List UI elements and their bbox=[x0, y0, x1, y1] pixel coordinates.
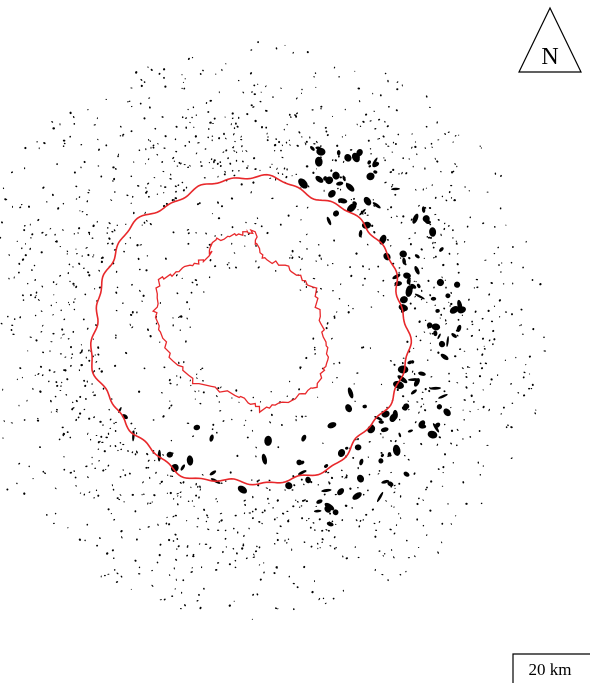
scale-label: 20 km bbox=[529, 660, 572, 679]
map: N 20 km bbox=[0, 0, 590, 683]
detection bbox=[402, 157, 404, 159]
detection bbox=[305, 416, 307, 417]
detection bbox=[483, 465, 484, 467]
detection bbox=[205, 544, 208, 545]
detection bbox=[60, 353, 62, 354]
detection bbox=[217, 530, 219, 531]
detection bbox=[147, 255, 148, 256]
background bbox=[0, 0, 590, 683]
detection bbox=[235, 123, 237, 125]
detection bbox=[355, 444, 362, 450]
detection bbox=[39, 147, 40, 149]
detection bbox=[131, 176, 133, 178]
detection bbox=[392, 184, 393, 185]
detection bbox=[291, 548, 292, 551]
detection bbox=[104, 575, 106, 576]
detection bbox=[208, 128, 209, 130]
detection bbox=[361, 211, 362, 213]
detection bbox=[416, 518, 418, 520]
detection bbox=[312, 109, 314, 110]
detection bbox=[92, 238, 94, 239]
detection bbox=[467, 328, 469, 329]
detection bbox=[351, 199, 352, 200]
detection bbox=[50, 350, 51, 352]
detection bbox=[429, 224, 431, 226]
detection bbox=[471, 321, 473, 323]
detection bbox=[136, 432, 137, 434]
detection bbox=[474, 287, 475, 288]
north-label: N bbox=[541, 44, 558, 70]
